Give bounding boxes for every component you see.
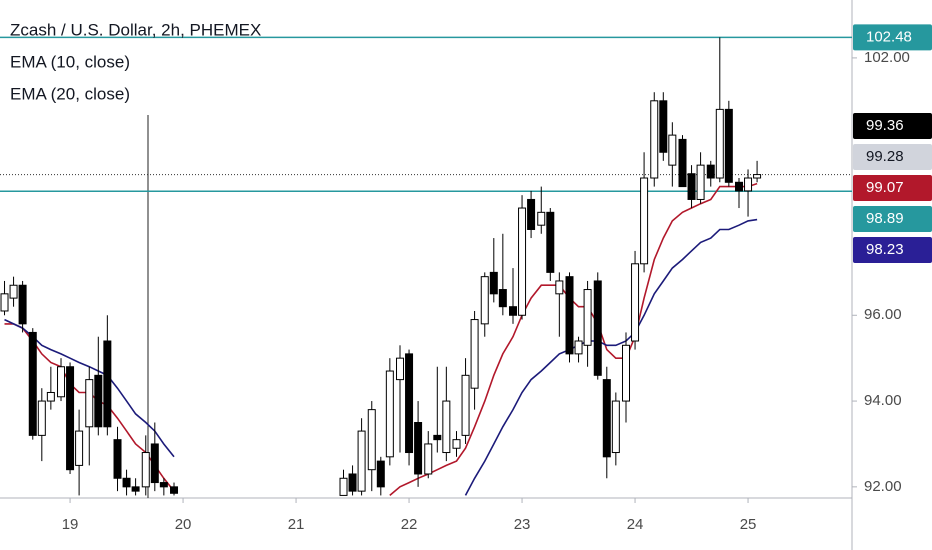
- candle-body: [66, 366, 75, 471]
- price-label-box: [853, 24, 932, 51]
- price-label: 98.23: [866, 241, 904, 258]
- candle-body: [131, 486, 140, 492]
- candle-body: [452, 439, 461, 449]
- candle-body: [141, 452, 150, 488]
- plot: [0, 36, 852, 497]
- x-tick-label: 21: [288, 516, 305, 533]
- candle-body: [470, 319, 479, 389]
- price-label-box: [853, 175, 932, 202]
- candle-body: [687, 173, 696, 200]
- candle-body: [46, 391, 55, 402]
- candle-body: [357, 430, 366, 492]
- x-tick-label: 24: [627, 516, 644, 533]
- candle-body: [631, 263, 640, 342]
- y-tick-label: 94.00: [864, 392, 902, 409]
- candle-body: [424, 443, 433, 475]
- candle-body: [744, 177, 753, 192]
- candle-body: [37, 400, 46, 436]
- candle-body: [640, 177, 649, 265]
- candle-body: [433, 434, 442, 441]
- x-tick-label: 19: [62, 516, 79, 533]
- candle-body: [414, 422, 423, 475]
- candle-body: [509, 306, 518, 316]
- candle-body: [348, 473, 357, 492]
- candle-body: [555, 280, 564, 295]
- candle-body: [480, 276, 489, 325]
- candle-body: [150, 443, 159, 484]
- candle-body: [753, 174, 762, 179]
- price-label: 98.89: [866, 210, 904, 227]
- candle-body: [113, 439, 122, 479]
- candle-body: [498, 289, 507, 308]
- price-label: 99.07: [866, 179, 904, 196]
- x-tick-label: 25: [740, 516, 757, 533]
- candle-body: [565, 276, 574, 355]
- price-label-box: [853, 237, 932, 264]
- candle-body: [57, 366, 66, 398]
- candle-body: [706, 164, 715, 179]
- candle-body: [461, 374, 470, 436]
- candle-body: [611, 400, 620, 454]
- candle-body: [574, 340, 583, 355]
- candle-body: [622, 344, 631, 402]
- candle-body: [376, 460, 385, 488]
- candle-body: [339, 477, 348, 496]
- candle-body: [735, 181, 744, 192]
- candle-body: [396, 357, 405, 381]
- chart-title: Zcash / U.S. Dollar, 2h, PHEMEX: [10, 20, 261, 39]
- candle-body: [696, 164, 705, 200]
- y-tick-label: 102.00: [864, 49, 910, 66]
- candle-body: [159, 482, 168, 488]
- price-label-box: [853, 113, 932, 140]
- candle-body: [28, 331, 37, 436]
- candle-body: [367, 409, 376, 471]
- candle-body: [122, 477, 131, 488]
- candle-body: [18, 284, 27, 325]
- candle-body: [678, 138, 687, 188]
- candle-body: [489, 271, 498, 295]
- candle-body: [94, 374, 103, 428]
- candle-body: [593, 280, 602, 376]
- candle-body: [170, 486, 179, 494]
- y-tick-label: 92.00: [864, 478, 902, 495]
- legend-entry: EMA (20, close): [10, 84, 130, 103]
- price-label-box: [853, 206, 932, 233]
- candle-body: [405, 353, 414, 454]
- candle-body: [583, 289, 592, 346]
- x-tick-label: 20: [175, 516, 192, 533]
- legend-entry: EMA (10, close): [10, 52, 130, 71]
- candle-body: [85, 379, 94, 428]
- candle-body: [659, 100, 668, 153]
- candle-body: [9, 284, 18, 299]
- candle-body: [650, 100, 659, 179]
- candle-body: [724, 108, 733, 183]
- price-label: 102.48: [866, 28, 912, 45]
- candle-body: [537, 211, 546, 226]
- candle-body: [546, 211, 555, 273]
- x-tick-label: 22: [401, 516, 418, 533]
- price-label: 99.28: [866, 148, 904, 165]
- price-label-box: [853, 144, 932, 171]
- x-tick-label: 23: [514, 516, 531, 533]
- candle-body: [527, 198, 536, 230]
- candle-body: [442, 400, 451, 454]
- price-label: 99.36: [866, 117, 904, 134]
- candle-body: [668, 134, 677, 166]
- candle-body: [602, 379, 611, 458]
- candle-body: [715, 108, 724, 179]
- candle-body: [518, 207, 527, 316]
- candle-body: [75, 430, 84, 466]
- candle-body: [0, 293, 9, 312]
- y-tick-label: 96.00: [864, 306, 902, 323]
- candle-body: [103, 340, 112, 428]
- candle-body: [385, 370, 394, 458]
